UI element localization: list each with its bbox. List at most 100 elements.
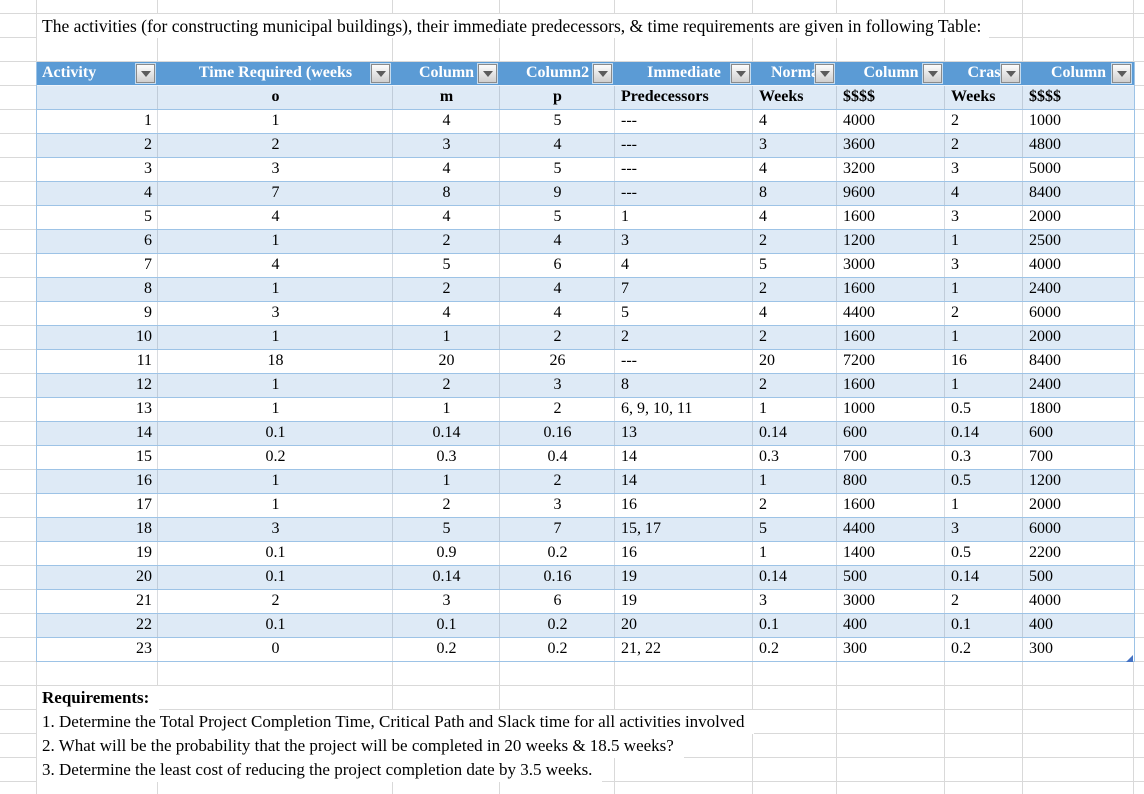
table-cell-p[interactable]: 4 bbox=[500, 134, 615, 157]
table-cell-normal-cost[interactable]: 1200 bbox=[837, 230, 945, 253]
table-cell-m[interactable]: 0.1 bbox=[393, 614, 500, 637]
table-cell-normal-cost[interactable]: 700 bbox=[837, 446, 945, 469]
table-cell-normal-cost[interactable]: 1000 bbox=[837, 398, 945, 421]
table-cell-predecessors[interactable]: 20 bbox=[615, 614, 753, 637]
table-cell-normal-cost[interactable]: 500 bbox=[837, 566, 945, 589]
subheader-cell[interactable]: Weeks bbox=[753, 86, 837, 109]
table-cell-o[interactable]: 1 bbox=[158, 278, 393, 301]
table-cell-activity[interactable]: 9 bbox=[37, 302, 158, 325]
table-cell-predecessors[interactable]: --- bbox=[615, 110, 753, 133]
table-cell-o[interactable]: 2 bbox=[158, 134, 393, 157]
table-cell-activity[interactable]: 10 bbox=[37, 326, 158, 349]
table-cell-p[interactable]: 7 bbox=[500, 518, 615, 541]
title-cell[interactable]: The activities (for constructing municip… bbox=[37, 14, 990, 38]
table-cell-activity[interactable]: 18 bbox=[37, 518, 158, 541]
table-cell-predecessors[interactable]: 19 bbox=[615, 590, 753, 613]
table-cell-p[interactable]: 5 bbox=[500, 110, 615, 133]
table-cell-m[interactable]: 2 bbox=[393, 374, 500, 397]
table-cell-o[interactable]: 1 bbox=[158, 326, 393, 349]
table-cell-m[interactable]: 1 bbox=[393, 398, 500, 421]
table-cell-activity[interactable]: 20 bbox=[37, 566, 158, 589]
table-cell-o[interactable]: 2 bbox=[158, 590, 393, 613]
table-cell-p[interactable]: 6 bbox=[500, 254, 615, 277]
table-cell-p[interactable]: 3 bbox=[500, 374, 615, 397]
table-cell-crash-cost[interactable]: 8400 bbox=[1029, 352, 1061, 369]
table-cell-crash-weeks[interactable]: 0.14 bbox=[945, 422, 1023, 445]
table-cell-normal-weeks[interactable]: 5 bbox=[753, 518, 837, 541]
table-cell-crash-cost[interactable]: 600 bbox=[1029, 424, 1053, 441]
table-cell-normal-cost[interactable]: 9600 bbox=[837, 182, 945, 205]
table-cell-o[interactable]: 0 bbox=[158, 638, 393, 661]
table-cell-crash-weeks[interactable]: 4 bbox=[945, 182, 1023, 205]
table-cell-crash-cost[interactable]: 2400 bbox=[1029, 376, 1061, 393]
table-cell-normal-cost[interactable]: 600 bbox=[837, 422, 945, 445]
table-cell-o[interactable]: 1 bbox=[158, 374, 393, 397]
table-cell-crash-cost[interactable]: 5000 bbox=[1029, 160, 1061, 177]
table-cell-m[interactable]: 0.3 bbox=[393, 446, 500, 469]
table-cell-activity[interactable]: 12 bbox=[37, 374, 158, 397]
table-cell-activity[interactable]: 3 bbox=[37, 158, 158, 181]
table-cell-normal-weeks[interactable]: 2 bbox=[753, 494, 837, 517]
table-cell-normal-weeks[interactable]: 20 bbox=[753, 350, 837, 373]
table-cell-normal-cost[interactable]: 1600 bbox=[837, 278, 945, 301]
table-cell-p[interactable]: 0.2 bbox=[500, 638, 615, 661]
table-cell-predecessors[interactable]: 1 bbox=[615, 206, 753, 229]
table-cell-predecessors[interactable]: 21, 22 bbox=[615, 638, 753, 661]
table-cell-o[interactable]: 4 bbox=[158, 206, 393, 229]
table-cell-normal-weeks[interactable]: 0.14 bbox=[753, 566, 837, 589]
column-header-time-required[interactable]: Time Required (weeks bbox=[158, 62, 393, 85]
table-cell-m[interactable]: 5 bbox=[393, 254, 500, 277]
table-cell-activity[interactable]: 17 bbox=[37, 494, 158, 517]
table-cell-p[interactable]: 3 bbox=[500, 494, 615, 517]
filter-dropdown-button[interactable] bbox=[136, 64, 155, 83]
subheader-cell[interactable]: $$$$ bbox=[837, 86, 945, 109]
table-cell-m[interactable]: 3 bbox=[393, 590, 500, 613]
table-cell-p[interactable]: 5 bbox=[500, 158, 615, 181]
table-resize-handle[interactable] bbox=[1126, 655, 1133, 662]
table-cell-predecessors[interactable]: 14 bbox=[615, 470, 753, 493]
table-cell-o[interactable]: 0.1 bbox=[158, 422, 393, 445]
table-cell-predecessors[interactable]: 19 bbox=[615, 566, 753, 589]
table-cell-o[interactable]: 1 bbox=[158, 398, 393, 421]
column-header-immediate-predecessors[interactable]: Immediate bbox=[615, 62, 753, 85]
table-cell-crash-weeks[interactable]: 1 bbox=[945, 494, 1023, 517]
table-cell-crash-cost[interactable]: 1000 bbox=[1029, 112, 1061, 129]
table-cell-p[interactable]: 0.16 bbox=[500, 422, 615, 445]
table-cell-crash-cost[interactable]: 1200 bbox=[1029, 472, 1061, 489]
table-cell-crash-cost[interactable]: 8400 bbox=[1029, 184, 1061, 201]
table-cell-o[interactable]: 7 bbox=[158, 182, 393, 205]
table-cell-activity[interactable]: 7 bbox=[37, 254, 158, 277]
table-cell-m[interactable]: 20 bbox=[393, 350, 500, 373]
table-cell-o[interactable]: 18 bbox=[158, 350, 393, 373]
table-cell-predecessors[interactable]: 13 bbox=[615, 422, 753, 445]
table-cell-crash-weeks[interactable]: 2 bbox=[945, 590, 1023, 613]
table-cell-predecessors[interactable]: 6, 9, 10, 11 bbox=[615, 398, 753, 421]
table-cell-normal-weeks[interactable]: 2 bbox=[753, 326, 837, 349]
table-cell-o[interactable]: 0.1 bbox=[158, 542, 393, 565]
table-cell-crash-weeks[interactable]: 0.5 bbox=[945, 470, 1023, 493]
table-cell-crash-cost[interactable]: 6000 bbox=[1029, 304, 1061, 321]
table-cell-predecessors[interactable]: 16 bbox=[615, 542, 753, 565]
table-cell-normal-cost[interactable]: 1600 bbox=[837, 494, 945, 517]
table-cell-m[interactable]: 3 bbox=[393, 134, 500, 157]
filter-dropdown-button[interactable] bbox=[1112, 64, 1131, 83]
filter-dropdown-button[interactable] bbox=[815, 64, 834, 83]
table-cell-normal-weeks[interactable]: 1 bbox=[753, 542, 837, 565]
table-cell-m[interactable]: 4 bbox=[393, 206, 500, 229]
table-cell-crash-cost[interactable]: 2400 bbox=[1029, 280, 1061, 297]
table-cell-normal-weeks[interactable]: 0.2 bbox=[753, 638, 837, 661]
table-cell-crash-cost[interactable]: 700 bbox=[1029, 448, 1053, 465]
table-cell-p[interactable]: 26 bbox=[500, 350, 615, 373]
table-cell-crash-weeks[interactable]: 1 bbox=[945, 278, 1023, 301]
filter-dropdown-button[interactable] bbox=[478, 64, 497, 83]
filter-dropdown-button[interactable] bbox=[923, 64, 942, 83]
table-cell-crash-weeks[interactable]: 3 bbox=[945, 254, 1023, 277]
table-cell-normal-cost[interactable]: 4400 bbox=[837, 302, 945, 325]
table-cell-normal-cost[interactable]: 3200 bbox=[837, 158, 945, 181]
table-cell-o[interactable]: 1 bbox=[158, 494, 393, 517]
table-cell-o[interactable]: 4 bbox=[158, 254, 393, 277]
table-cell-activity[interactable]: 5 bbox=[37, 206, 158, 229]
table-cell-o[interactable]: 3 bbox=[158, 518, 393, 541]
table-cell-normal-weeks[interactable]: 0.3 bbox=[753, 446, 837, 469]
table-cell-normal-cost[interactable]: 4400 bbox=[837, 518, 945, 541]
